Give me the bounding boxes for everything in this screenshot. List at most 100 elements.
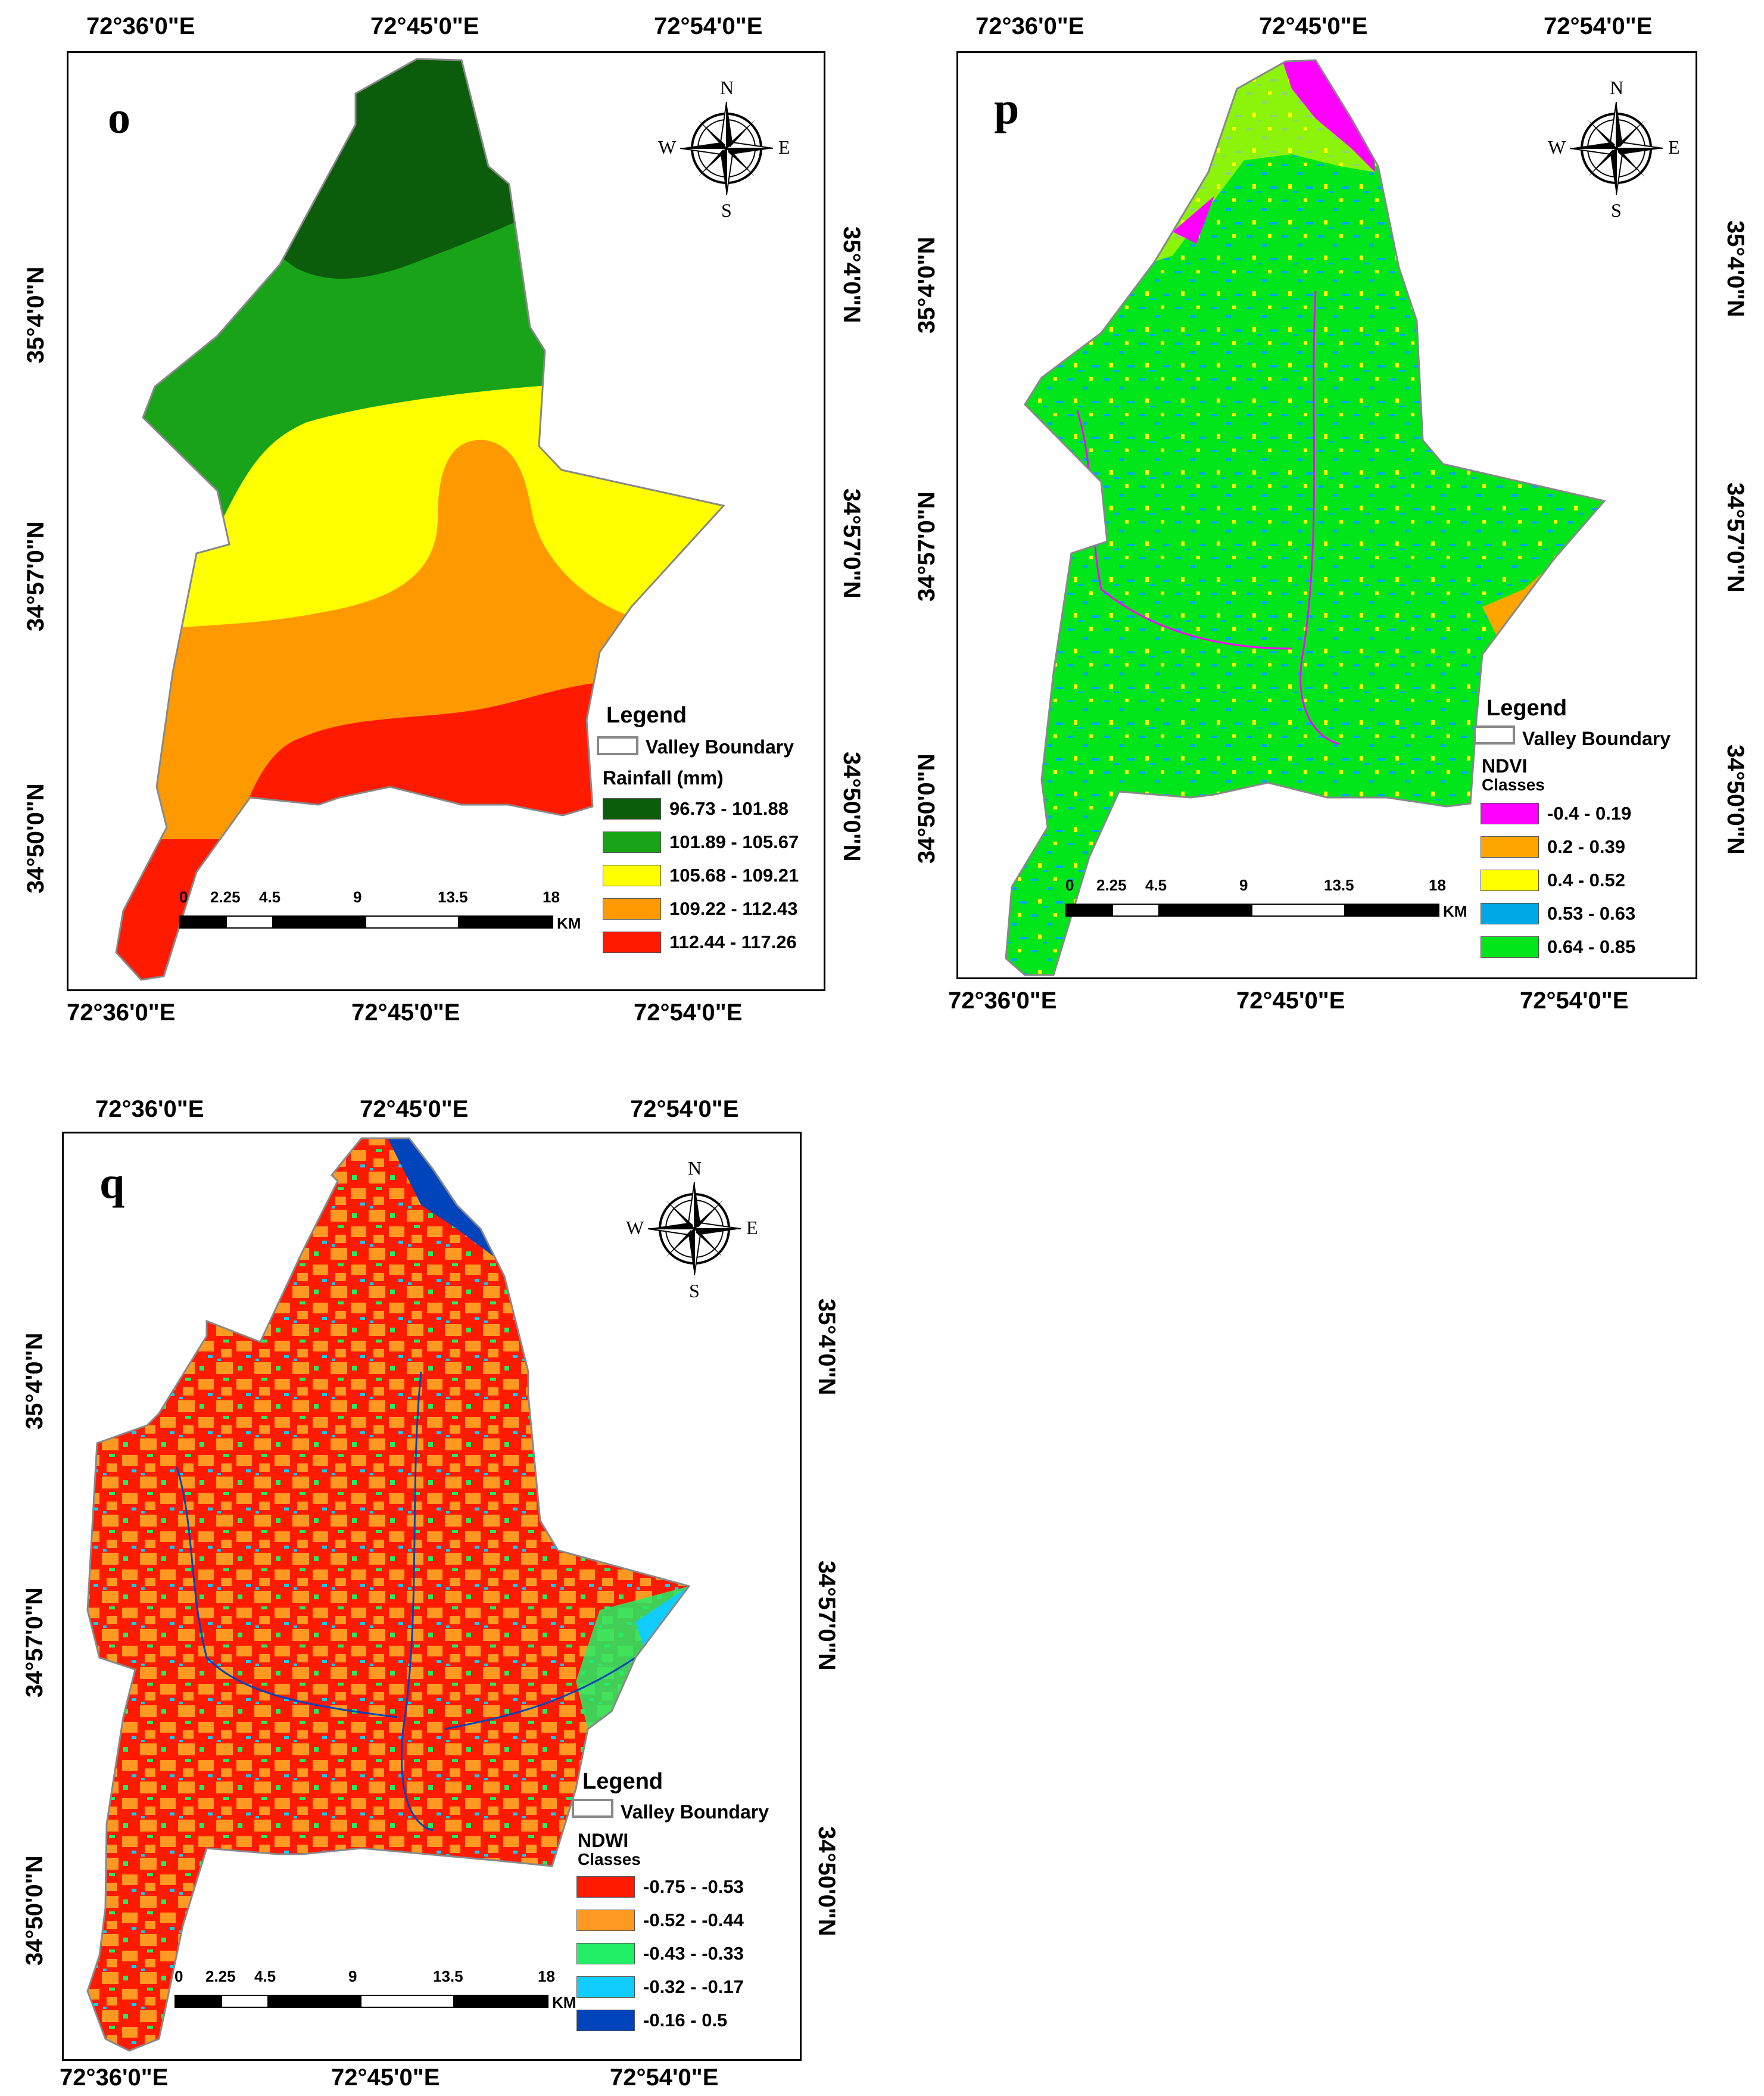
panel-p: 72°36'0"E 72°45'0"E 72°54'0"E — [881, 0, 1764, 1048]
right-lat-label: 34°50'0"N — [839, 752, 865, 862]
legend-subtitle-classes: Classes — [1482, 776, 1545, 794]
legend-item-label: 101.89 - 105.67 — [669, 831, 799, 852]
top-lon-label: 72°45'0"E — [1259, 13, 1368, 39]
top-lon-label: 72°54'0"E — [654, 13, 763, 39]
legend-swatch — [1481, 936, 1539, 958]
legend: Legend Valley Boundary NDVI Classes -0.4… — [1473, 696, 1712, 976]
rainfall-map — [115, 58, 725, 981]
legend-item-label: 0.2 - 0.39 — [1547, 836, 1625, 857]
scale-tick: 2.25 — [210, 888, 241, 906]
compass-w: W — [658, 136, 677, 158]
scale-tick: 18 — [1429, 876, 1446, 894]
scale-tick: 9 — [348, 1967, 357, 1985]
legend-item-label: -0.43 - -0.33 — [643, 1943, 744, 1964]
panel-label: q — [99, 1158, 125, 1208]
bottom-lon-label: 72°36'0"E — [948, 988, 1057, 1014]
compass-rose-icon: N S E W — [658, 77, 790, 221]
bottom-lon-label: 72°54'0"E — [634, 999, 743, 1026]
bottom-lon-label: 72°45'0"E — [351, 999, 460, 1026]
compass-e: E — [1668, 136, 1680, 158]
legend-title: Legend — [582, 1769, 663, 1794]
map-frame: p N S E W 0 2.25 4.5 — [956, 51, 1697, 979]
scale-bar: 0 2.25 4.5 9 13.5 18 KM — [174, 1967, 603, 2021]
valley-boundary-label: Valley Boundary — [621, 1801, 769, 1823]
scale-tick: 4.5 — [254, 1967, 276, 1985]
bottom-lon-label: 72°54'0"E — [610, 2064, 719, 2091]
scale-bar: 0 2.25 4.5 9 13.5 18 KM — [179, 888, 608, 942]
compass-s: S — [689, 1280, 700, 1301]
scale-tick: 9 — [1239, 876, 1248, 894]
right-lat-label: 34°57'0"N — [1722, 482, 1749, 593]
legend-swatch — [603, 898, 661, 920]
panel-o: 72°36'0"E 72°45'0"E 72°54'0"E o — [0, 0, 865, 1048]
compass-rose-icon: N S E W — [626, 1157, 758, 1301]
scale-unit: KM — [557, 914, 581, 932]
scale-tick: 0 — [174, 1967, 183, 1985]
left-lat-label: 34°57'0"N — [914, 491, 940, 602]
top-lon-label: 72°45'0"E — [360, 1096, 469, 1122]
top-lon-label: 72°36'0"E — [86, 13, 195, 39]
legend-subtitle: NDVI — [1482, 755, 1528, 777]
panel-label: o — [108, 93, 130, 143]
ndwi-map — [86, 1137, 691, 2052]
scale-bar: 0 2.25 4.5 9 13.5 18 KM — [1065, 876, 1494, 930]
scale-tick: 4.5 — [1145, 876, 1167, 894]
bottom-lon-label: 72°36'0"E — [60, 2064, 169, 2091]
scale-tick: 0 — [1065, 876, 1074, 894]
legend-item-label: 96.73 - 101.88 — [669, 798, 788, 819]
legend-swatch — [576, 1876, 635, 1898]
legend-subtitle: Rainfall (mm) — [603, 767, 724, 789]
legend-swatch — [576, 1943, 635, 1964]
compass-s: S — [721, 200, 732, 221]
legend-swatch — [576, 1910, 635, 1931]
legend-item-label: -0.16 - 0.5 — [643, 2010, 728, 2030]
left-lat-label: 34°57'0"N — [21, 1587, 48, 1698]
legend-item-label: 0.64 - 0.85 — [1547, 936, 1636, 957]
valley-boundary-swatch — [572, 1799, 613, 1818]
scale-tick: 4.5 — [259, 888, 281, 906]
bottom-lon-label: 72°45'0"E — [1236, 988, 1345, 1014]
legend-item-label: 0.4 - 0.52 — [1547, 870, 1625, 890]
legend-item-label: 105.68 - 109.21 — [669, 865, 799, 886]
legend-swatch — [603, 865, 661, 886]
bottom-lon-label: 72°45'0"E — [331, 2064, 440, 2091]
legend-swatch — [1481, 903, 1539, 924]
compass-e: E — [778, 136, 790, 158]
legend-swatch — [603, 831, 661, 853]
valley-boundary-swatch — [1473, 725, 1515, 745]
valley-boundary-label: Valley Boundary — [1522, 728, 1670, 749]
legend-item-label: -0.32 - -0.17 — [643, 1976, 744, 1997]
compass-w: W — [626, 1217, 644, 1238]
compass-rose-icon: N S E W — [1548, 77, 1680, 221]
scale-tick: 18 — [538, 1967, 555, 1985]
legend-item-label: -0.75 - -0.53 — [643, 1876, 744, 1897]
legend-item-label: 109.22 - 112.43 — [669, 898, 798, 919]
legend: Legend Valley Boundary NDWI Classes -0.7… — [572, 1769, 810, 2049]
top-lon-label: 72°45'0"E — [370, 13, 479, 39]
scale-tick: 18 — [543, 888, 560, 906]
right-lat-label: 35°4'0"N — [839, 226, 865, 323]
legend-subtitle-classes: Classes — [578, 1850, 641, 1868]
left-lat-label: 34°50'0"N — [914, 753, 940, 864]
legend: Legend Valley Boundary Rainfall (mm) 96.… — [597, 703, 835, 965]
left-lat-label: 34°50'0"N — [23, 783, 49, 893]
panel-q: 72°36'0"E 72°45'0"E 72°54'0"E — [0, 1072, 846, 2096]
map-frame: o N S E W 0 2.25 4.5 — [67, 51, 825, 991]
legend-item-label: 0.53 - 0.63 — [1547, 903, 1636, 924]
left-lat-label: 34°57'0"N — [23, 521, 49, 631]
legend-swatch — [603, 798, 661, 820]
scale-tick: 13.5 — [1324, 876, 1354, 894]
left-lat-label: 35°4'0"N — [21, 1332, 48, 1429]
legend-swatch — [1481, 836, 1539, 858]
bottom-lon-label: 72°36'0"E — [67, 999, 176, 1026]
scale-tick: 0 — [179, 888, 188, 906]
legend-subtitle: NDWI — [578, 1830, 629, 1851]
compass-s: S — [1611, 200, 1622, 221]
legend-swatch — [1481, 870, 1539, 891]
top-lon-label: 72°36'0"E — [95, 1096, 204, 1122]
map-frame: q N S E W 0 2.25 4.5 — [62, 1132, 802, 2061]
right-lat-label: 34°57'0"N — [839, 488, 865, 599]
legend-swatch — [603, 932, 661, 953]
scale-tick: 2.25 — [205, 1967, 236, 1985]
top-lon-label: 72°36'0"E — [976, 13, 1084, 39]
